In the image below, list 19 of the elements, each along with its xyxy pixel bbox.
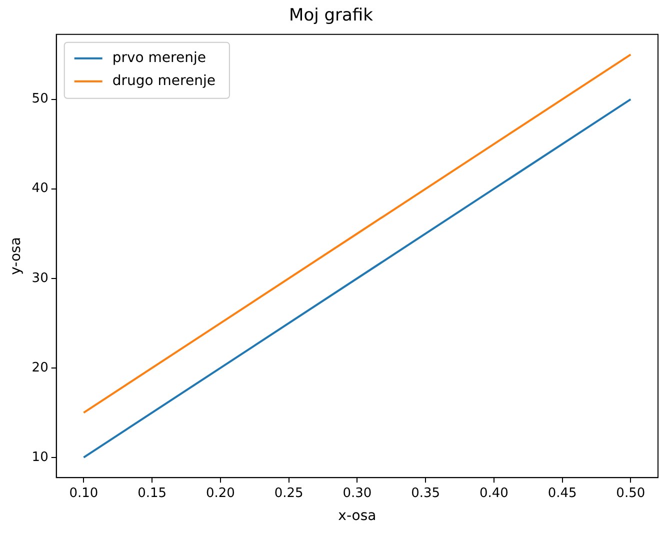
legend-label: prvo merenje (112, 50, 206, 66)
x-tick-label: 0.25 (274, 486, 304, 501)
legend-label: drugo merenje (112, 73, 216, 90)
x-tick-label: 0.40 (479, 486, 508, 501)
x-axis-title: x-osa (338, 508, 376, 524)
y-axis-title: y-osa (8, 237, 24, 275)
x-tick-label: 0.20 (206, 486, 235, 501)
y-tick-label: 20 (32, 360, 48, 376)
x-tick-label: 0.35 (411, 486, 440, 501)
x-tick-label: 0.30 (342, 486, 372, 501)
y-tick-label: 30 (32, 270, 48, 286)
y-tick-label: 10 (32, 450, 48, 465)
x-tick-label: 0.10 (69, 486, 98, 501)
chart-title: Moj grafik (289, 6, 374, 26)
x-tick-label: 0.50 (616, 486, 646, 501)
x-tick-label: 0.15 (138, 486, 167, 501)
y-tick-label: 40 (32, 181, 48, 196)
x-tick-label: 0.45 (548, 486, 577, 501)
y-tick-label: 50 (32, 92, 48, 107)
